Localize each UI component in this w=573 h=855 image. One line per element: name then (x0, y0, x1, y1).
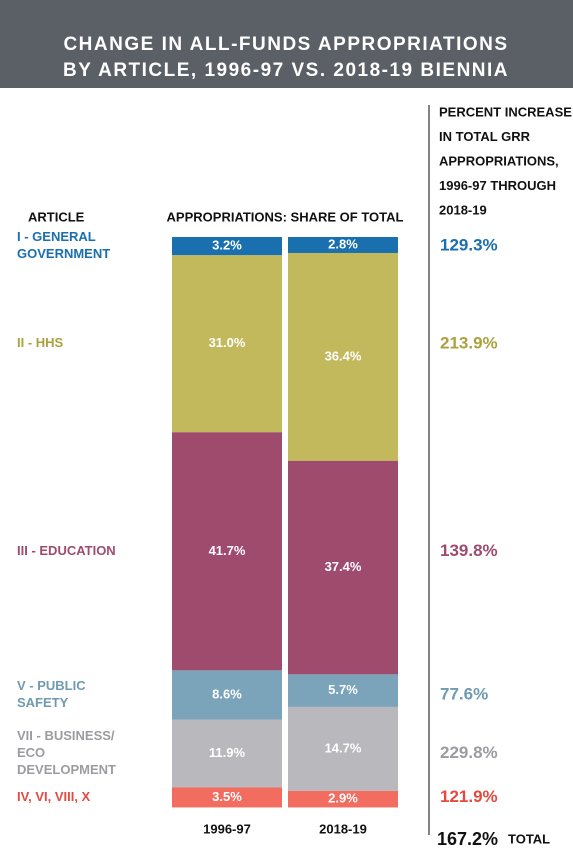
series-label: IV, VI, VIII, X (17, 789, 91, 804)
value-label: 36.4% (325, 348, 362, 363)
chart-title: CHANGE IN ALL-FUNDS APPROPRIATIONS (63, 34, 508, 55)
bar-segment (288, 674, 398, 707)
value-label: 3.5% (212, 789, 242, 804)
value-label: 8.6% (212, 686, 242, 701)
bar-segment (288, 790, 398, 808)
total-text: TOTAL (508, 831, 550, 846)
series-label: VII - BUSINESS/ (17, 728, 115, 743)
increase-label: 129.3% (440, 236, 498, 255)
value-label: 37.4% (325, 559, 362, 574)
bar-segment (288, 237, 398, 253)
series-label: DEVELOPMENT (17, 762, 116, 777)
right-heading: 2018-19 (439, 202, 487, 217)
bar-segment (172, 432, 282, 671)
x-tick-label: 1996-97 (203, 821, 251, 836)
bar-segment (172, 719, 282, 788)
bar-segment (288, 252, 398, 461)
value-label: 11.9% (209, 745, 246, 760)
value-label: 31.0% (209, 335, 246, 350)
series-label: V - PUBLIC (17, 678, 86, 693)
left-heading: ARTICLE (28, 209, 85, 224)
series-label: III - EDUCATION (17, 543, 116, 558)
x-tick-label: 2018-19 (319, 821, 367, 836)
value-label: 2.9% (328, 791, 358, 806)
bar-segment (172, 670, 282, 720)
bar-segment (172, 237, 282, 256)
value-label: 5.7% (328, 682, 358, 697)
increase-label: 213.9% (440, 333, 498, 352)
series-label: ECO (17, 745, 45, 760)
bar-segment (288, 706, 398, 791)
right-heading: APPROPRIATIONS, (439, 153, 559, 168)
center-heading: APPROPRIATIONS: SHARE OF TOTAL (167, 209, 404, 224)
chart-title: BY ARTICLE, 1996-97 VS. 2018-19 BIENNIA (63, 60, 509, 81)
increase-label: 139.8% (440, 541, 498, 560)
increase-label: 229.8% (440, 743, 498, 762)
series-label: II - HHS (17, 335, 64, 350)
series-label: GOVERNMENT (17, 246, 110, 261)
bar-segment (288, 460, 398, 675)
right-heading: PERCENT INCREASE (439, 104, 572, 119)
value-label: 3.2% (212, 238, 242, 253)
title-banner (0, 0, 573, 88)
increase-label: 77.6% (440, 684, 488, 703)
bar-segment (172, 787, 282, 808)
value-label: 2.8% (328, 236, 358, 251)
bar-segment (172, 255, 282, 433)
total-value: 167.2% (437, 829, 498, 849)
series-label: I - GENERAL (17, 229, 96, 244)
value-label: 41.7% (209, 543, 246, 558)
right-heading: 1996-97 THROUGH (439, 178, 556, 193)
increase-label: 121.9% (440, 787, 498, 806)
series-label: SAFETY (17, 695, 69, 710)
value-label: 14.7% (325, 740, 362, 755)
right-heading: IN TOTAL GRR (439, 129, 531, 144)
